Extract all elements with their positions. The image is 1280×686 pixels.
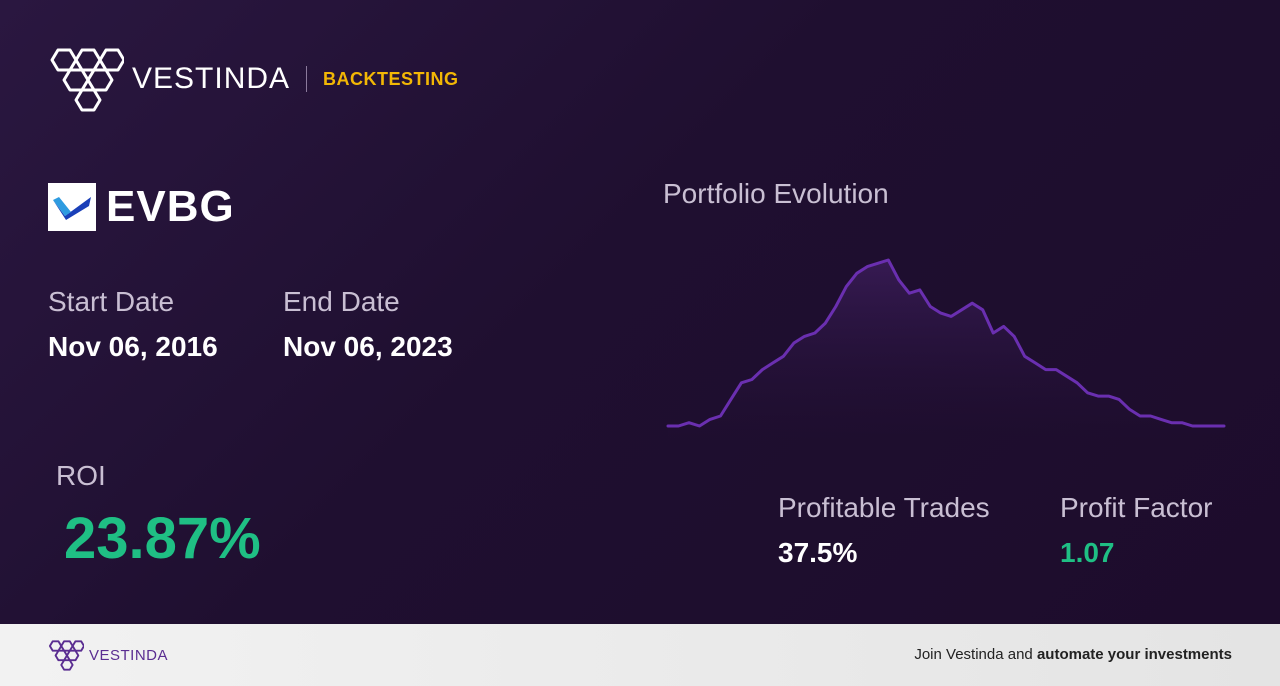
start-date-value: Nov 06, 2016 [48,331,218,362]
portfolio-chart [666,258,1226,440]
footer-cta[interactable]: Join Vestinda and automate your investme… [914,646,1232,663]
backtest-card: VESTINDA BACKTESTING EVBG Start Date Nov… [0,0,1280,624]
header-divider [306,66,308,92]
end-date-label: End Date [283,286,400,317]
profit-factor-label: Profit Factor [1060,492,1213,523]
brand-name: VESTINDA [132,62,291,95]
chart-title: Portfolio Evolution [663,178,889,209]
evbg-checkmark-logo-icon [48,183,96,231]
profitable-trades-label: Profitable Trades [778,492,990,523]
footer-cta-bold: automate your investments [1036,646,1232,663]
footer: VESTINDA Join Vestinda and automate your… [0,624,1280,686]
start-date-label: Start Date [48,286,175,317]
vestinda-hex-logo-icon [48,640,84,671]
portfolio-area [668,260,1224,440]
roi-label: ROI [56,460,106,491]
ticker-symbol: EVBG [106,182,235,231]
footer-cta-prefix: Join Vestinda and [914,646,1033,663]
header: VESTINDA BACKTESTING [48,46,459,112]
end-date-value: Nov 06, 2023 [283,331,453,362]
roi-value: 23.87% [64,506,261,571]
footer-brand-name: VESTINDA [89,646,169,664]
portfolio-line [666,258,1226,428]
footer-brand[interactable]: VESTINDA [48,639,168,671]
vestinda-hex-logo-icon [50,48,124,112]
profitable-trades-value: 37.5% [778,537,858,568]
section-tag: BACKTESTING [323,68,459,89]
ticker: EVBG [48,182,235,232]
profit-factor-value: 1.07 [1060,537,1115,568]
